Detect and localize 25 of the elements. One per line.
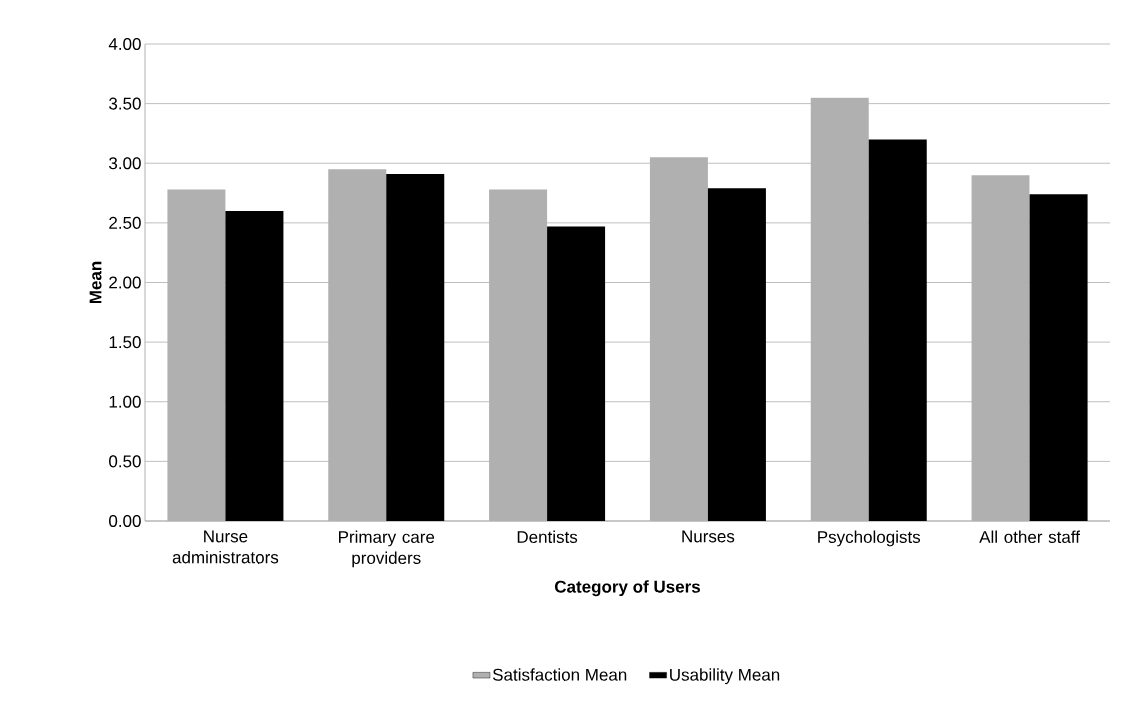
y-tick-label: 0.50 (109, 455, 141, 468)
legend-label: Usability Mean (670, 668, 780, 685)
x-tick-label: Nurses (682, 530, 735, 543)
x-tick-label: Primary care providers (339, 530, 435, 568)
x-tick-label: Psychologists (818, 530, 921, 547)
y-axis-title: Mean (89, 261, 102, 304)
bar (868, 139, 927, 521)
legend-label: Satisfaction Mean (492, 668, 627, 681)
bar (1029, 194, 1088, 521)
bar (547, 226, 606, 521)
x-tick-label: Nurse administrators (172, 530, 279, 564)
y-tick-label: 2.00 (109, 276, 141, 289)
y-tick-label: 1.50 (109, 336, 141, 349)
y-tick-label: 0.00 (109, 514, 141, 528)
y-tick-label: 3.00 (109, 157, 141, 170)
bar (225, 210, 284, 521)
y-tick-label: 4.00 (108, 37, 141, 51)
bar (707, 188, 766, 521)
y-tick-label: 2.50 (109, 216, 141, 229)
y-tick-label: 1.00 (109, 395, 141, 408)
x-tick-label: Dentists (517, 530, 578, 544)
y-tick-label: 3.50 (109, 97, 141, 110)
x-tick-label: All other staff (979, 530, 1080, 544)
x-axis-title: Category of Users (554, 580, 700, 597)
bar (386, 173, 445, 521)
